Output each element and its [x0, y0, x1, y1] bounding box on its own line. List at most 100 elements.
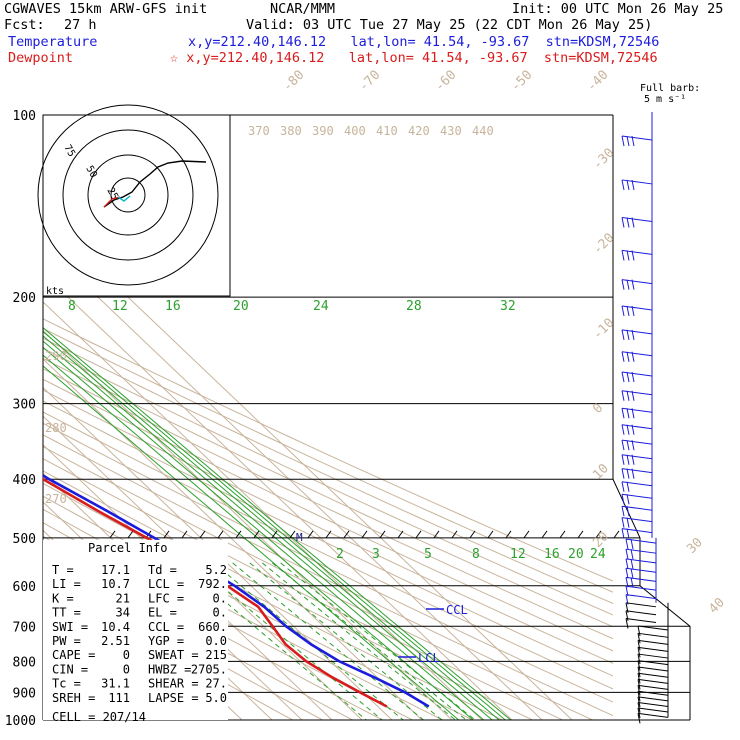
wind-barb-flag	[626, 305, 630, 317]
wind-barb	[621, 481, 653, 487]
wind-barb-flag	[621, 329, 625, 340]
dry-adiabat-line	[43, 411, 613, 690]
wind-barb-flag	[626, 494, 630, 505]
parcel-label: CCL =	[148, 620, 184, 634]
parcel-value: 0.0	[205, 634, 227, 648]
isotherm-label: -50	[508, 68, 535, 95]
dry-adiabat-line	[43, 327, 613, 593]
hodograph-low-trace	[103, 196, 121, 208]
wind-barb-flag	[625, 618, 629, 629]
wind-barb	[637, 660, 669, 666]
parcel-label: SWEAT =	[148, 648, 199, 662]
wind-barb-flag	[625, 558, 629, 570]
wind-barb-flag	[626, 179, 630, 191]
parcel-cell: CELL = 207/14	[52, 710, 146, 724]
theta-label: 370	[248, 124, 270, 138]
wind-barb-flag	[631, 408, 635, 419]
mixing-ratio-label: 20	[568, 547, 584, 562]
wind-barb-flag	[637, 685, 641, 696]
wind-barb-flag	[626, 528, 630, 539]
freezing-tick	[109, 530, 116, 539]
pressure-tick-label: 300	[13, 398, 36, 413]
parcel-value: 5.2	[205, 563, 227, 577]
wind-barb-flag	[621, 468, 625, 479]
wind-barb	[621, 305, 653, 311]
wind-barb-flag	[631, 305, 635, 317]
parcel-label: SHEAR =	[148, 677, 199, 691]
wind-barb	[625, 602, 657, 608]
mixing-ratio-label: 12	[510, 547, 526, 562]
freezing-tick	[271, 530, 278, 539]
wind-barb-flag	[621, 494, 625, 505]
mixing-ratio-label: 2	[336, 547, 344, 562]
dry-adiabat-line	[43, 458, 563, 720]
pressure-tick-label: 600	[13, 580, 36, 595]
isotherm-line	[43, 301, 483, 720]
mixing-ratio-label: 8	[68, 299, 76, 314]
freezing-tick	[325, 530, 332, 539]
isotherm-line	[43, 415, 363, 720]
wind-barb-flag	[637, 660, 641, 671]
wind-barb	[621, 329, 653, 335]
wind-barb	[621, 135, 653, 141]
dry-adiabat-line	[43, 389, 613, 664]
wind-barb-flag	[630, 577, 634, 588]
wind-barb-flag	[631, 250, 635, 261]
mixing-ratio-label: 5	[424, 547, 432, 562]
parcel-value: 0	[123, 648, 130, 662]
wind-barb-flag	[621, 440, 625, 451]
forecast-hour: 27 h	[64, 17, 97, 33]
wind-barb	[637, 653, 669, 659]
freezing-tick	[577, 530, 584, 539]
wind-barb-flag	[626, 468, 630, 479]
temperature-legend: Temperature	[8, 34, 98, 50]
wind-barb-flag	[621, 481, 625, 492]
dry-adiabat-line	[43, 357, 613, 628]
parcel-label: TT =	[52, 606, 81, 620]
hodograph-ring-label: 50	[83, 164, 99, 180]
wind-barb	[637, 639, 669, 645]
wind-barb	[625, 576, 657, 582]
parcel-value: 2705.	[191, 662, 227, 676]
parcel-value: 34	[116, 606, 130, 620]
freezing-tick	[217, 530, 224, 539]
dewpoint-legend: Dewpoint	[8, 50, 74, 66]
wind-barb-flag	[621, 390, 625, 401]
wind-barb-flag	[625, 568, 629, 579]
wind-barb	[637, 707, 669, 713]
wind-barb-flag	[621, 371, 625, 383]
wind-barb	[625, 585, 657, 591]
level-marker: M	[296, 531, 303, 544]
wind-barb	[637, 712, 669, 718]
theta-label: 410	[376, 124, 398, 138]
parcel-value: 0.	[213, 606, 227, 620]
mixing-ratio-label: 16	[165, 299, 181, 314]
wind-barb-flag	[631, 217, 635, 228]
wind-barb-flag	[631, 424, 635, 435]
isotherm-label: 30	[684, 535, 706, 557]
wind-barb	[621, 279, 653, 285]
wind-barb-flag	[621, 179, 625, 191]
init-time: Init: 00 UTC Mon 26 May 25	[512, 1, 724, 17]
freezing-tick	[253, 530, 260, 539]
temperature-profile-line	[43, 474, 430, 708]
hodograph-storm-motion	[117, 195, 131, 202]
hodograph-ring	[62, 129, 194, 261]
wind-barb	[621, 371, 653, 377]
wind-barb-flag	[621, 408, 625, 419]
parcel-value: 10.7	[101, 577, 130, 591]
mixing-ratio-label: 16	[544, 547, 560, 562]
wind-barb-flag	[626, 135, 630, 147]
pressure-tick-label: 900	[13, 686, 36, 701]
wind-barb-flag	[626, 506, 630, 517]
parcel-label: Tc =	[52, 677, 81, 691]
isotherm-line	[43, 244, 543, 720]
isotherm-line	[43, 329, 453, 720]
parcel-label: LI =	[52, 577, 81, 591]
freezing-tick	[343, 530, 350, 539]
parcel-label: T =	[52, 563, 74, 577]
hodograph-ring	[110, 177, 146, 213]
mixing-ratio-label: 28	[406, 299, 422, 314]
parcel-label: K =	[52, 591, 74, 605]
parcel-value: 21	[116, 591, 130, 605]
